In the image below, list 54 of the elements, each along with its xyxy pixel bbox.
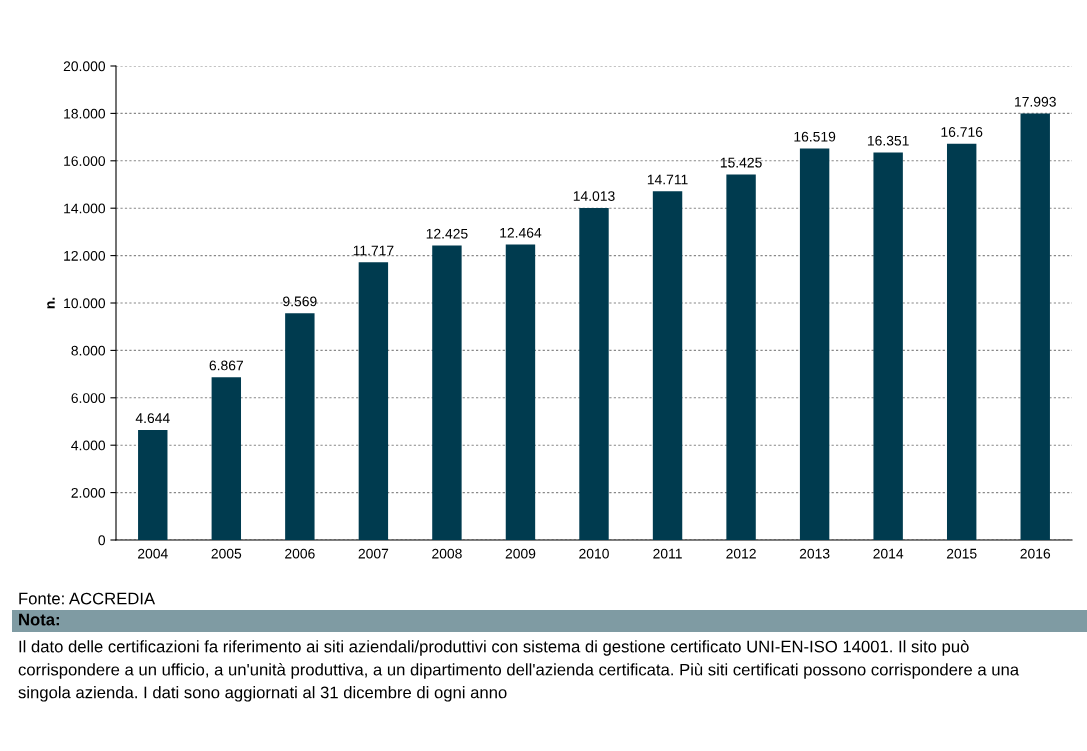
- y-tick-label: 14.000: [64, 203, 106, 214]
- data-label: 6.867: [209, 360, 243, 371]
- y-tick-label: 0: [98, 535, 106, 546]
- y-tick-label: 18.000: [64, 108, 106, 119]
- data-label: 4.644: [135, 413, 170, 424]
- bar: [652, 191, 683, 540]
- x-tick-label: 2010: [579, 548, 609, 559]
- bar: [358, 262, 389, 540]
- y-tick-label: 16.000: [64, 156, 106, 166]
- y-tick-label: 4.000: [71, 440, 106, 451]
- y-tick-label: 8.000: [71, 345, 106, 356]
- x-tick-label: 2009: [505, 548, 536, 559]
- x-tick-label: 2006: [285, 548, 315, 559]
- x-tick-label: 2012: [726, 548, 756, 559]
- data-label: 15.425: [720, 157, 762, 168]
- x-tick-label: 2004: [138, 548, 168, 559]
- x-tick-label: 2007: [358, 548, 389, 559]
- x-tick-label: 2014: [873, 548, 904, 559]
- bar: [285, 313, 315, 540]
- y-tick-label: 2.000: [71, 487, 106, 498]
- bar: [211, 377, 242, 540]
- x-tick-label: 2013: [799, 548, 830, 559]
- bar: [579, 207, 609, 540]
- x-tick-label: 2016: [1020, 548, 1051, 559]
- bar: [946, 143, 977, 540]
- y-axis-title: n.: [47, 297, 55, 309]
- bar: [1020, 113, 1050, 540]
- data-label: 9.569: [283, 296, 317, 307]
- y-tick-label: 10.000: [64, 298, 106, 309]
- data-label: 12.464: [500, 227, 542, 238]
- bar: [138, 429, 168, 540]
- data-label: 17.993: [1015, 96, 1056, 107]
- x-tick-label: 2011: [653, 548, 682, 559]
- bar: [873, 152, 903, 540]
- data-label: 14.013: [573, 191, 615, 201]
- bar: [432, 245, 462, 540]
- data-label: 16.351: [867, 135, 909, 146]
- source-note: Fonte: ACCREDIA: [19, 592, 156, 605]
- data-label: 11.717: [353, 245, 394, 256]
- text: Il dato delle certificazioni fa riferimento ai siti aziendali/produttivi con sistema di gestione certificato UNI-EN-ISO 14001. Il sito può corrispondere a un ufficio, a un'unità produttiva, a un dipartimento dell'azienda certificata. Più siti certificati possono corrispondere a una singola azienda. I dati sono aggiornati al 31 dicembre di ogni anno: [18, 640, 1020, 702]
- x-tick-label: 2005: [211, 548, 242, 559]
- x-tick-label: 2008: [432, 548, 462, 559]
- data-label: 14.711: [647, 174, 688, 185]
- text: Nota:: [19, 613, 59, 626]
- bar: [505, 244, 536, 540]
- y-tick-label: 20.000: [63, 61, 106, 72]
- data-label: 16.716: [941, 127, 983, 137]
- data-label: 16.519: [794, 131, 836, 142]
- bar: [726, 174, 756, 540]
- bar: [799, 148, 830, 540]
- data-label: 12.425: [426, 228, 468, 239]
- y-tick-label: 12.000: [64, 250, 106, 261]
- x-tick-label: 2015: [946, 548, 977, 559]
- y-tick-label: 6.000: [71, 393, 106, 403]
